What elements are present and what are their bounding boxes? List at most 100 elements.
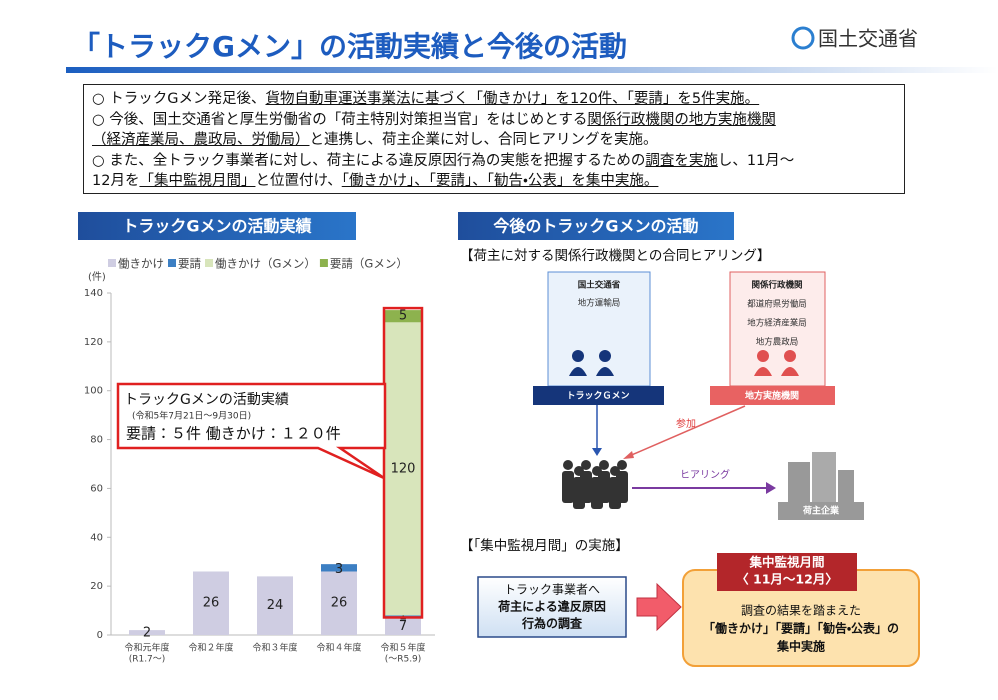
summary-text: 12月を (92, 173, 140, 190)
summary-line: ○ トラックGメン発足後、貨物自動車運送事業法に基づく「働きかけ」を120件、「… (92, 89, 904, 110)
summary-line: ○ 今後、国土交通省と厚生労働省の「荷主特別対策担当官」をはじめとする関係行政機… (92, 110, 904, 131)
section-bar (458, 212, 734, 240)
org-item: 地方農政局 (756, 337, 799, 348)
bar-segment (193, 571, 229, 635)
legend-swatch (168, 259, 176, 267)
legend-label: 要請（Gメン） (330, 257, 408, 271)
header-rule (66, 67, 998, 73)
data-label: 26 (203, 596, 220, 611)
crowd-icon (616, 471, 628, 503)
result-text: 集中実施 (776, 639, 825, 654)
data-label: 7 (399, 619, 407, 634)
page-title: 「トラックGメン」の活動実績と今後の活動 (72, 30, 627, 63)
bar-segment (385, 310, 421, 323)
y-axis-label: (件) (88, 271, 106, 283)
legend-swatch (319, 259, 328, 267)
data-label: 120 (391, 461, 416, 476)
y-tick-label: 0 (97, 630, 103, 641)
crowd-icon (598, 471, 610, 503)
shipper-label: 荷主企業 (802, 505, 840, 517)
summary-text: ○ また、全トラック事業者に対し、荷主による違反原因行為の実態を把握するための (92, 152, 646, 169)
x-tick-label: 令和２年度 (188, 642, 233, 654)
section-title: トラックGメンの活動実績 (122, 217, 312, 236)
person-icon (569, 367, 587, 376)
data-label: 5 (399, 309, 407, 324)
arrow-head (623, 451, 634, 459)
person-icon (784, 350, 796, 362)
org-label-bar (533, 386, 664, 405)
summary-text: ○ トラックGメン発足後、 (92, 91, 266, 107)
x-tick-label: (R1.7～) (129, 655, 166, 665)
survey-box (477, 576, 627, 638)
bar-segment (385, 322, 421, 616)
x-tick-label: 令和元年度 (124, 642, 169, 654)
result-text: 調査の結果を踏まえた (741, 604, 861, 618)
summary-box: ○ トラックGメン発足後、貨物自動車運送事業法に基づく「働きかけ」を120件、「… (83, 84, 905, 194)
bar-segment (321, 571, 357, 635)
bar-segment (385, 617, 421, 635)
crowd-icon (563, 460, 573, 470)
building (812, 452, 836, 502)
org-box (729, 271, 826, 387)
callout (116, 382, 387, 480)
legend-swatch (205, 259, 213, 267)
arrow-head (766, 482, 776, 494)
data-label: 2 (143, 626, 151, 641)
crowd-icon (581, 460, 591, 470)
org-title: 関係行政機関 (751, 280, 802, 291)
logo-mark (791, 26, 815, 50)
summary-text: 「集中監視月間」 (139, 173, 256, 190)
diagram-heading: 【荷主に対する関係行政機関との合同ヒアリング】 (460, 248, 770, 264)
y-tick-label: 80 (90, 435, 103, 446)
y-tick-label: 100 (84, 386, 103, 397)
summary-text: と連携し、荷主企業に対し、合同ヒアリングを実施。 (309, 132, 658, 149)
shipper-bar (778, 502, 864, 520)
banner-text: 集中監視月間 (748, 555, 824, 570)
summary-text: と位置付け、 (255, 173, 342, 190)
summary-line: （経済産業局、農政局、労働局）と連携し、荷主企業に対し、合同ヒアリングを実施。 (92, 130, 904, 151)
y-tick-label: 120 (84, 337, 103, 348)
data-label: 26 (331, 596, 348, 611)
data-label: 3 (335, 562, 343, 577)
summary-text: 関係行政機関の地方実施機関 (587, 111, 776, 128)
org-item: 地方運輸局 (578, 298, 621, 309)
bar-segment (257, 576, 293, 635)
callout-text: 要請：５件 働きかけ：１２０件 (126, 425, 341, 443)
x-tick-label: (～R5.9) (385, 655, 422, 665)
crowd-icon (562, 471, 574, 503)
data-label: 24 (267, 598, 284, 613)
summary-text: 貨物自動車運送事業法に基づく「働きかけ」を120件、「要請」を5件実施。 (265, 91, 760, 107)
callout-title: トラックGメンの活動実績 (124, 392, 289, 408)
legend-swatch (108, 259, 116, 267)
crowd-icon (617, 460, 627, 470)
org-box (547, 271, 651, 387)
banner (717, 553, 857, 591)
building (838, 470, 854, 502)
person-icon (754, 367, 772, 376)
org-title: 国土交通省 (578, 280, 621, 291)
summary-text: し、11月～ (717, 152, 795, 169)
summary-line: 12月を「集中監視月間」と位置付け、「働きかけ」、「要請」、「勧告・公表」を集中… (92, 171, 904, 192)
join-label: 参加 (676, 418, 696, 430)
summary-line: ○ また、全トラック事業者に対し、荷主による違反原因行為の実態を把握するための調… (92, 151, 904, 172)
survey-text: 行為の調査 (521, 616, 583, 631)
person-icon (757, 350, 769, 362)
section-title: 今後のトラックGメンの活動 (493, 217, 698, 236)
diagram-heading: 【「集中監視月間」の実施】 (460, 538, 629, 554)
result-text: 「働きかけ」「要請」「勧告・公表」の (703, 621, 899, 636)
org-label-bar (710, 386, 835, 405)
arrow-head (592, 448, 602, 456)
person-icon (599, 350, 611, 362)
section-bar (78, 212, 356, 240)
x-tick-label: 令和３年度 (252, 642, 297, 654)
summary-text: ○ 今後、国土交通省と厚生労働省の「荷主特別対策担当官」をはじめとする (92, 111, 588, 128)
x-tick-label: 令和５年度 (380, 642, 425, 654)
person-icon (596, 367, 614, 376)
hearing-label: ヒアリング (680, 468, 730, 481)
person-icon (781, 367, 799, 376)
summary-text: （経済産業局、農政局、労働局） (92, 132, 310, 149)
org-label: トラックＧメン (566, 391, 629, 402)
arrow (626, 405, 746, 458)
crowd-icon (580, 471, 592, 503)
